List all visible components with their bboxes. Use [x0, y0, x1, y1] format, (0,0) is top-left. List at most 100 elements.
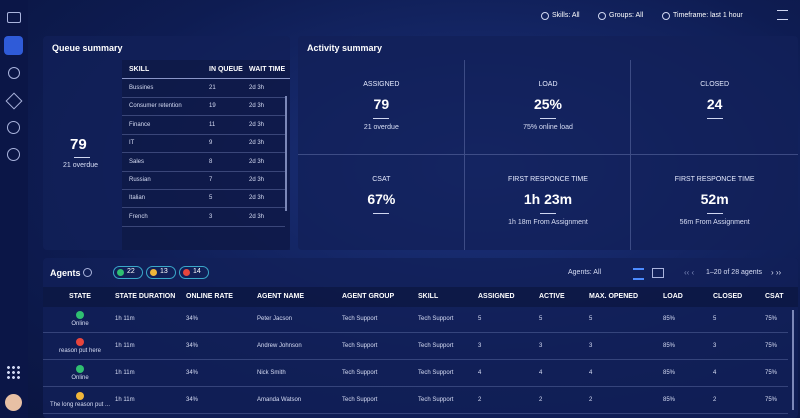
table-cell: 1h 11m — [115, 343, 135, 349]
filter[interactable]: Skills: All — [552, 12, 580, 19]
stat-sub: 1h 18m From Assignment — [508, 219, 588, 226]
scrollbar — [792, 310, 794, 410]
table-cell: 5 — [713, 316, 717, 322]
table-cell: 3 — [539, 343, 543, 349]
card-view[interactable] — [652, 268, 664, 278]
nav-icon[interactable] — [8, 67, 20, 79]
table-cell: 1h 11m — [115, 370, 135, 376]
apps-grid[interactable] — [6, 365, 20, 379]
state-badge[interactable] — [113, 266, 143, 279]
table-cell: 85% — [663, 370, 676, 376]
table-cell: 3 — [478, 343, 482, 349]
stat-cell — [464, 60, 632, 155]
table-cell: Tech Support — [418, 370, 454, 376]
table-header: CSAT — [765, 293, 784, 300]
state-badge[interactable] — [146, 266, 176, 279]
table-cell: Amanda Watson — [257, 397, 302, 403]
list-view[interactable] — [633, 268, 644, 280]
nav-icon[interactable] — [7, 148, 20, 161]
state-label: The long reason put ... — [49, 402, 111, 408]
table-cell: 75% — [765, 343, 778, 349]
agents-panel — [43, 258, 798, 418]
stat-label: FIRST RESPONCE TIME — [508, 176, 588, 183]
page-nav[interactable]: › ›› — [771, 268, 782, 277]
nav-icon-active[interactable] — [4, 36, 23, 55]
state-icon — [76, 365, 84, 373]
filter[interactable]: Timeframe: last 1 hour — [673, 12, 743, 19]
row-rule — [122, 170, 285, 172]
stat-cell — [465, 155, 632, 250]
divider — [373, 213, 390, 214]
nav-icon[interactable] — [5, 92, 23, 110]
avatar[interactable] — [5, 394, 22, 411]
table-cell: Tech Support — [342, 397, 378, 403]
table-cell: 75% — [765, 370, 778, 376]
table-cell: Nick Smith — [257, 370, 286, 376]
state-label: Online — [71, 321, 89, 327]
state-label: reason put here — [58, 348, 102, 354]
stat-value: 79 — [373, 96, 390, 112]
table-cell: 2d 3h — [249, 177, 265, 183]
table-header: LOAD — [663, 293, 683, 300]
sidebar — [0, 0, 28, 418]
table-cell: 21 — [209, 85, 216, 91]
table-cell: 2d 3h — [249, 85, 265, 91]
badge-dot — [117, 269, 124, 276]
table-cell: 2 — [589, 397, 593, 403]
stat-value: 25% — [533, 96, 562, 112]
stat-sub: 75% online load — [523, 124, 573, 131]
nav-icon[interactable] — [7, 12, 21, 23]
nav-icon[interactable] — [7, 121, 20, 134]
table-cell: 4 — [589, 370, 593, 376]
table-cell: IT — [129, 140, 135, 147]
row-rule — [43, 413, 788, 414]
queue-table-bg — [122, 60, 290, 250]
table-cell: 75% — [765, 316, 778, 322]
row-rule — [122, 225, 285, 227]
table-cell: Tech Support — [418, 397, 454, 403]
stat-cell — [298, 155, 465, 250]
row-rule — [43, 386, 788, 387]
info-icon[interactable] — [83, 268, 92, 277]
state-badge[interactable] — [179, 266, 209, 279]
rule — [122, 78, 290, 79]
stat-cell — [298, 60, 465, 155]
stat-label: FIRST RESPONCE TIME — [674, 176, 755, 183]
stat-value: 52m — [700, 191, 729, 207]
table-cell: 3 — [209, 213, 213, 220]
divider — [373, 118, 390, 119]
table-header: IN QUEUE — [209, 66, 243, 73]
table-cell: Italian — [129, 195, 146, 202]
page-nav[interactable]: ‹‹ ‹ — [684, 268, 695, 277]
table-cell: 2d 3h — [249, 121, 265, 128]
divider — [540, 118, 556, 119]
filters-button[interactable] — [777, 10, 788, 20]
table-header: SKILL — [418, 293, 439, 300]
row-rule — [122, 133, 285, 135]
table-cell: 2d 3h — [249, 195, 265, 202]
state-icon — [76, 338, 84, 346]
agents-header-bg — [43, 287, 798, 307]
table-cell: 4 — [713, 370, 717, 376]
table-cell: 7 — [209, 177, 213, 183]
table-cell: 9 — [209, 140, 213, 147]
table-cell: 3 — [713, 343, 717, 349]
table-cell: Andrew Johnson — [257, 343, 302, 349]
table-cell: 19 — [209, 103, 216, 110]
table-cell: 3 — [589, 343, 593, 349]
filter[interactable]: Groups: All — [609, 12, 644, 19]
panel-title: Agents — [50, 268, 81, 278]
filter-icon[interactable] — [662, 12, 670, 20]
table-header: ACTIVE — [539, 293, 565, 300]
stat-cell — [631, 60, 798, 155]
table-cell: 75% — [765, 397, 778, 403]
stat-value: 1h 23m — [523, 191, 573, 207]
filter-icon[interactable] — [598, 12, 606, 20]
agents-filter[interactable]: Agents: All — [568, 269, 602, 276]
table-cell: 2d 3h — [249, 213, 265, 220]
badge-dot — [183, 269, 190, 276]
divider — [74, 157, 90, 158]
row-rule — [122, 152, 285, 154]
filter-icon[interactable] — [541, 12, 549, 20]
stat-sub: 21 overdue — [363, 124, 399, 131]
